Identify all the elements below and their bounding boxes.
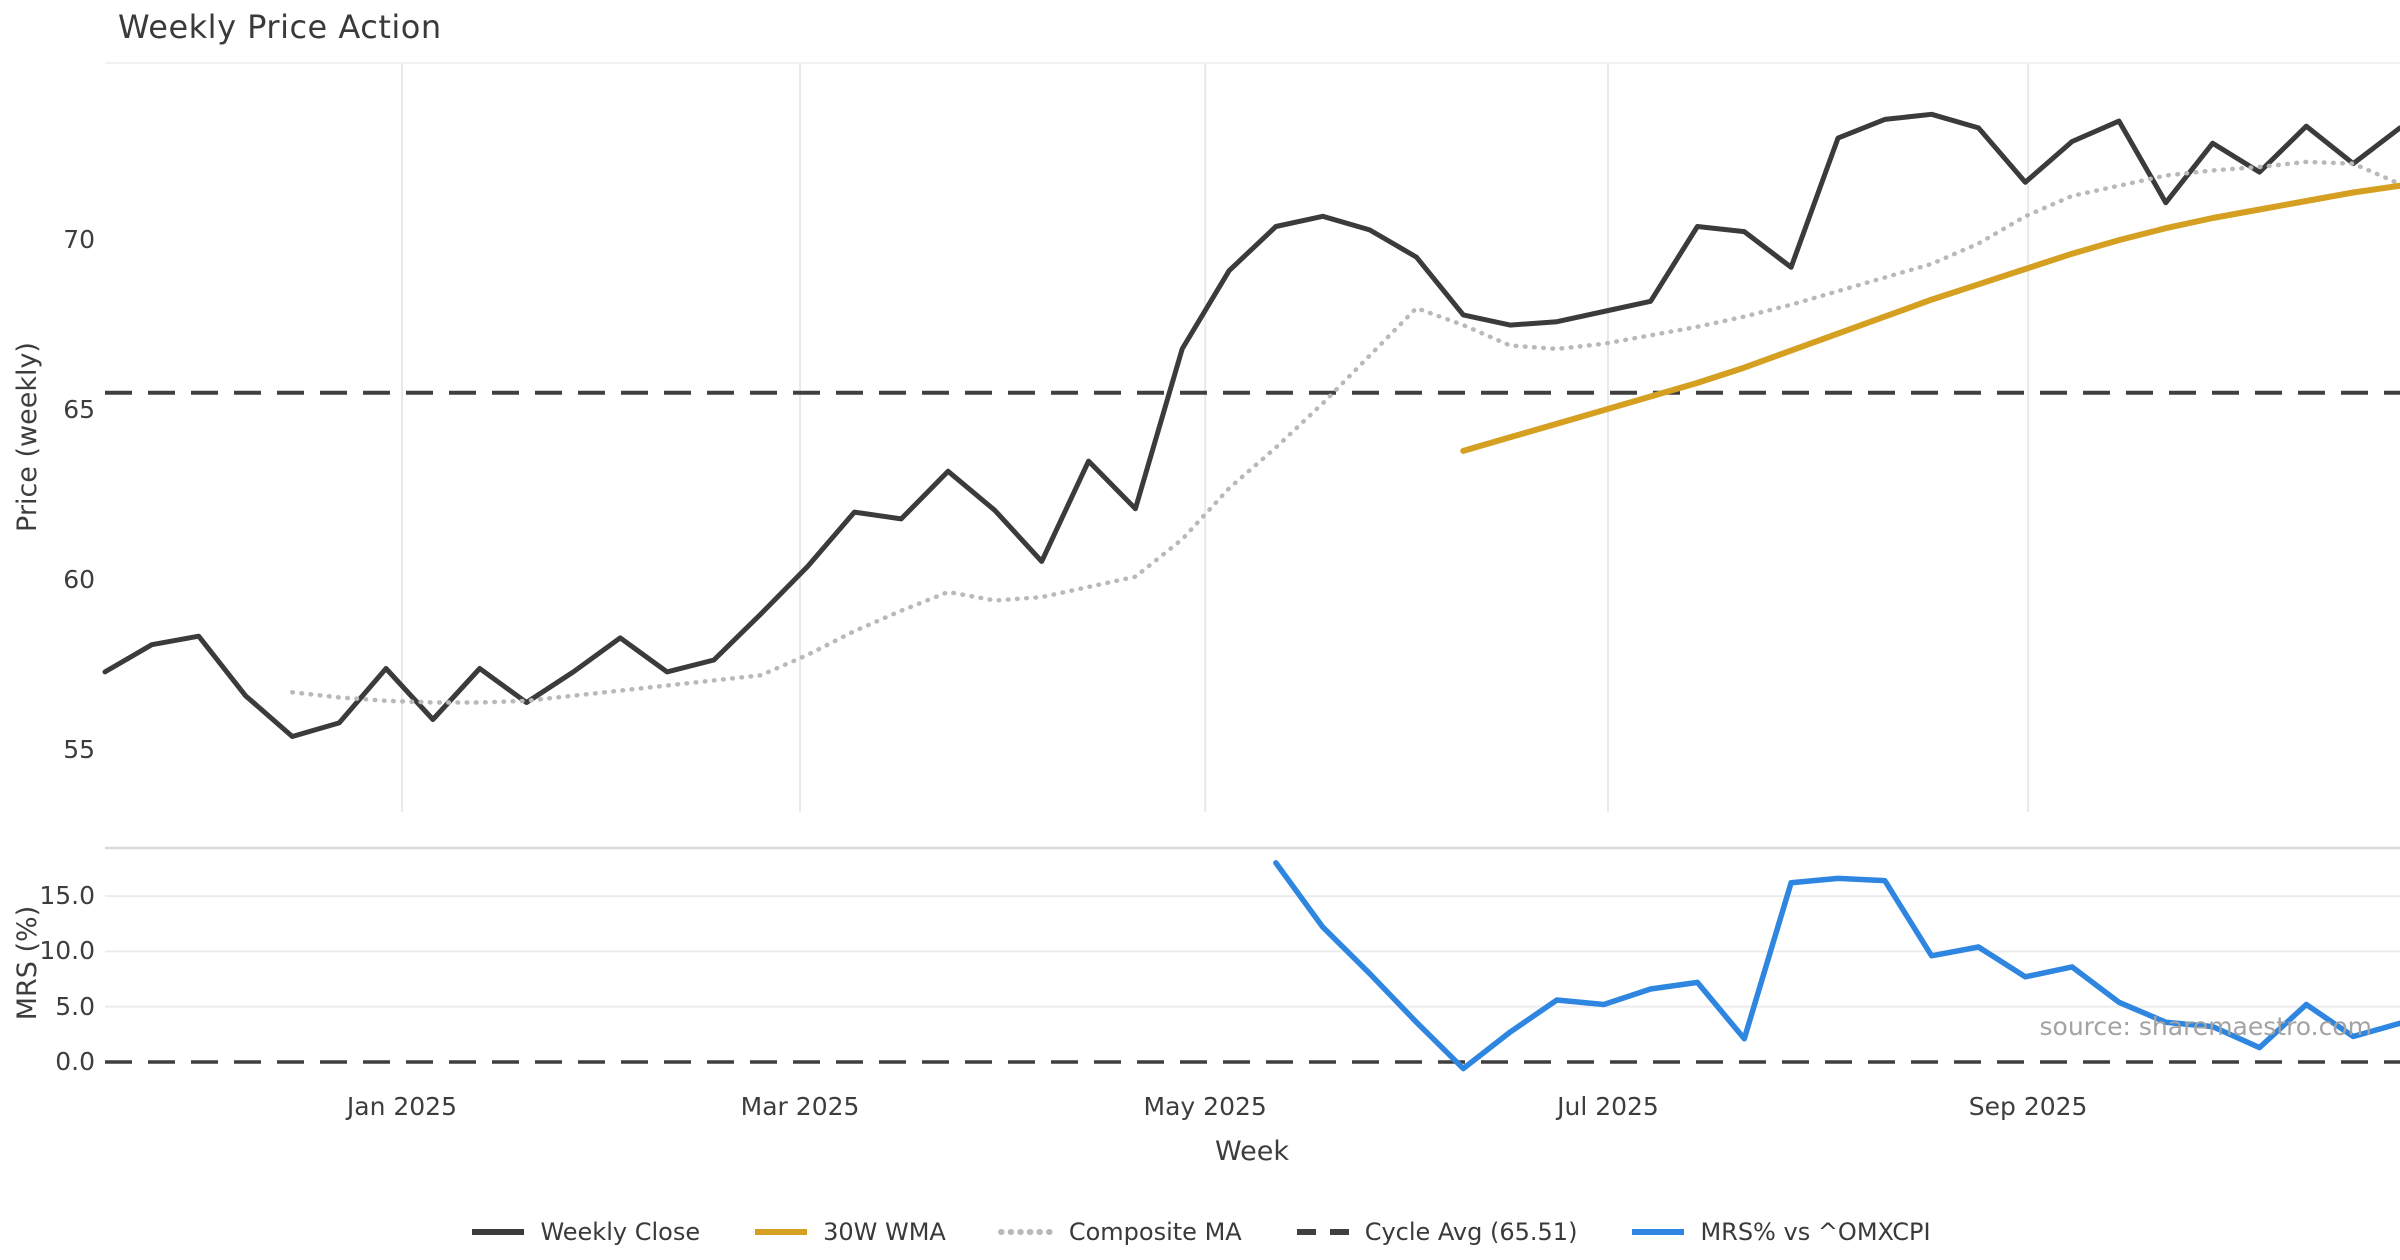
xtick-may-2025: May 2025	[1143, 1092, 1267, 1121]
price-ytick-70: 70	[63, 225, 95, 255]
composite-ma-line	[290, 159, 2400, 705]
legend-item-30w-wma: 30W WMA	[752, 1218, 946, 1246]
mrs-ytick-15.0: 15.0	[39, 881, 95, 911]
legend-label: MRS% vs ^OMXCPI	[1700, 1218, 1931, 1246]
mrs-vs-omxcpi-line	[1273, 860, 2400, 1072]
xtick-sep-2025: Sep 2025	[1968, 1092, 2088, 1121]
gridlines	[105, 62, 2400, 1008]
series-lines	[102, 111, 2400, 1072]
weekly-close-line	[102, 111, 2400, 739]
legend-label: Composite MA	[1068, 1218, 1242, 1246]
xtick-jan-2025: Jan 2025	[346, 1092, 457, 1121]
legend-swatch-solid	[755, 1229, 808, 1235]
legend-label: 30W WMA	[823, 1218, 946, 1246]
x-axis-title: Week	[1215, 1136, 1289, 1167]
price-ytick-65: 65	[63, 395, 95, 425]
legend-item-cycle-avg-65-51-: Cycle Avg (65.51)	[1294, 1218, 1578, 1246]
xtick-jul-2025: Jul 2025	[1557, 1092, 1659, 1121]
legend-swatch-solid	[1632, 1229, 1685, 1235]
legend-swatch-dotted	[997, 1229, 1056, 1235]
legend-label: Weekly Close	[540, 1218, 701, 1246]
legend-swatch-dashed	[1296, 1229, 1349, 1235]
price-ytick-55: 55	[63, 735, 95, 765]
source-note: source: sharemaestro.com	[2039, 1012, 2373, 1041]
30w-wma-line	[1460, 182, 2400, 454]
chart-title: Weekly Price Action	[118, 8, 442, 46]
legend-item-mrs-vs-omxcpi: MRS% vs ^OMXCPI	[1629, 1218, 1931, 1246]
mrs-ytick-0.0: 0.0	[55, 1046, 95, 1076]
price-ytick-60: 60	[63, 565, 95, 595]
mrs-ytick-10.0: 10.0	[39, 936, 95, 966]
mrs-ytick-5.0: 5.0	[55, 991, 95, 1021]
xtick-mar-2025: Mar 2025	[740, 1092, 860, 1121]
legend-label: Cycle Avg (65.51)	[1364, 1218, 1578, 1246]
legend-swatch-solid	[472, 1229, 525, 1235]
legend: Weekly Close 30W WMA Composite MA Cycle Avg…	[0, 1208, 2400, 1256]
legend-item-composite-ma: Composite MA	[997, 1218, 1242, 1246]
legend-item-weekly-close: Weekly Close	[469, 1218, 700, 1246]
